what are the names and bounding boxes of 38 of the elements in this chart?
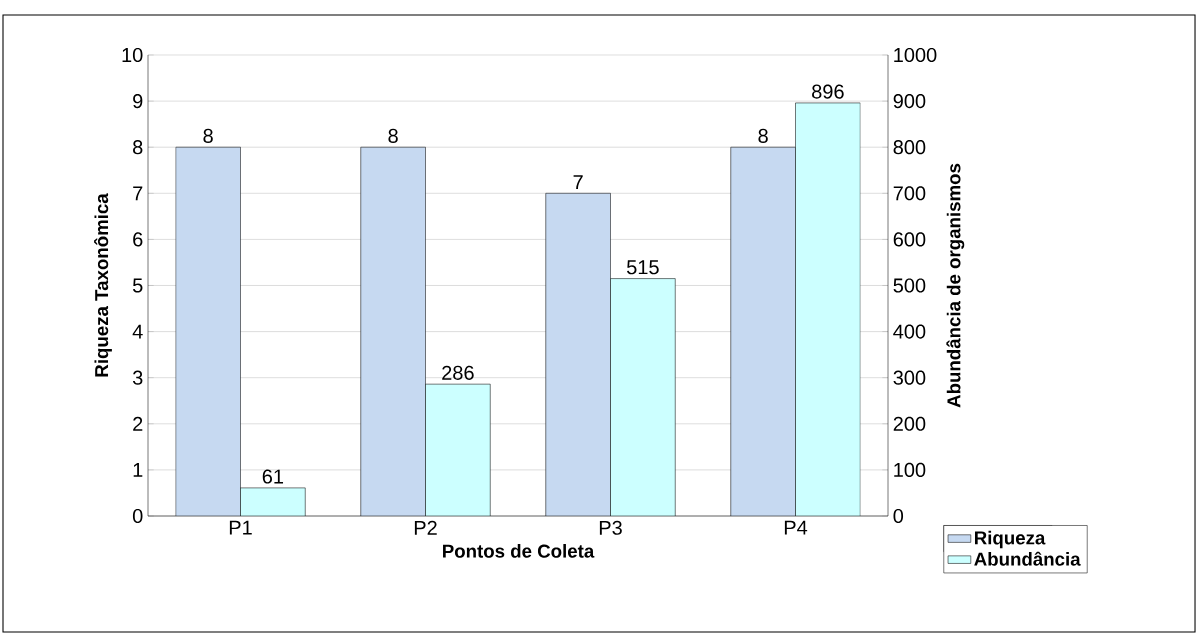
y-tick-label: 0 bbox=[132, 508, 143, 524]
data-label: 8 bbox=[388, 128, 398, 143]
y2-tick-label: 500 bbox=[893, 278, 926, 293]
y2-tick-label: 100 bbox=[894, 462, 926, 477]
x-axis-title: Pontos de Coleta bbox=[443, 544, 595, 558]
y2-tick-label: 1000 bbox=[894, 47, 937, 63]
x-tick-label: P4 bbox=[784, 520, 808, 535]
y-tick-label: 4 bbox=[132, 324, 143, 339]
y-tick-label: 5 bbox=[132, 278, 143, 293]
y2-tick-label: 300 bbox=[893, 370, 926, 385]
y-tick-label: 2 bbox=[133, 416, 143, 431]
y-tick-label: 6 bbox=[133, 232, 143, 247]
y-tick-label: 3 bbox=[132, 370, 143, 385]
y-tick-label: 8 bbox=[133, 140, 143, 155]
y-tick-label: 1 bbox=[133, 463, 143, 477]
y-axis-title: Riqueza Taxonômica bbox=[94, 193, 112, 377]
y2-tick-label: 0 bbox=[893, 508, 904, 524]
y2-tick-label: 400 bbox=[893, 324, 926, 339]
y2-tick-label: 600 bbox=[893, 232, 926, 247]
y2-tick-label: 200 bbox=[893, 416, 926, 431]
legend-label: Abundância bbox=[974, 551, 1081, 566]
y2-tick-label: 900 bbox=[893, 94, 926, 109]
y-tick-label: 9 bbox=[133, 94, 143, 109]
data-label: 286 bbox=[442, 365, 474, 380]
x-tick-label: P3 bbox=[599, 520, 622, 535]
y2-axis-title: Abundância de organismos bbox=[946, 163, 965, 408]
x-tick-label: P2 bbox=[414, 520, 437, 535]
y2-tick-label: 800 bbox=[893, 140, 926, 155]
data-label: 7 bbox=[573, 175, 583, 190]
data-label: 515 bbox=[627, 260, 659, 275]
y-tick-label: 10 bbox=[122, 47, 143, 63]
data-label: 8 bbox=[203, 128, 213, 143]
y-tick-label: 7 bbox=[133, 186, 143, 201]
y2-tick-label: 700 bbox=[893, 186, 926, 201]
data-label: 8 bbox=[758, 128, 768, 143]
data-label: 896 bbox=[812, 84, 844, 99]
data-label: 61 bbox=[262, 469, 284, 484]
x-tick-label: P1 bbox=[229, 520, 252, 535]
